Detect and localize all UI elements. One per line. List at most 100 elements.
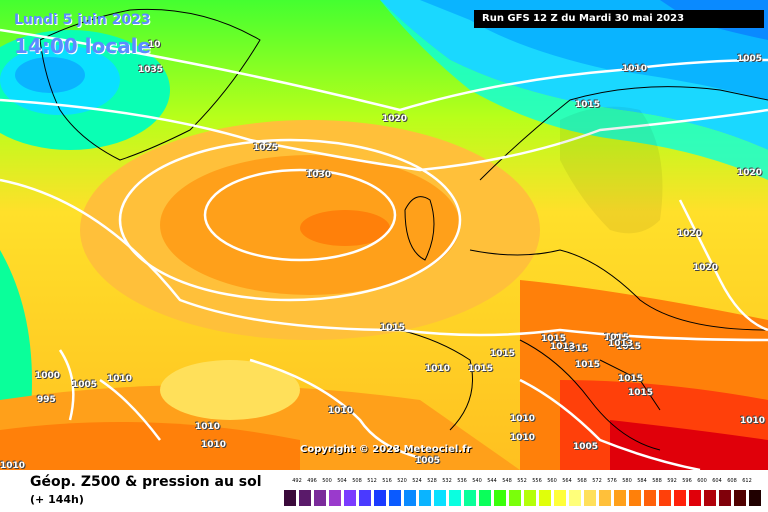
isobar-label: 1020	[737, 168, 763, 178]
isobar-label: 1015	[618, 374, 644, 384]
legend-label: 604	[712, 478, 722, 484]
isobar-label: 1020	[693, 263, 719, 273]
forecast-offset: (+ 144h)	[30, 493, 84, 506]
legend-swatch	[464, 490, 476, 506]
map-canvas	[0, 0, 768, 470]
legend-label: 500	[322, 478, 332, 484]
run-info: Run GFS 12 Z du Mardi 30 mai 2023	[474, 10, 764, 28]
isobar-label: 1015	[490, 349, 516, 359]
isobar-label: 1015	[380, 323, 406, 333]
isobar-label: 1035	[138, 65, 164, 75]
isobar-label: 1010	[201, 440, 227, 450]
legend-label: 508	[352, 478, 362, 484]
legend-swatch	[479, 490, 491, 506]
forecast-date: Lundi 5 juin 2023	[14, 12, 151, 28]
low-sw	[160, 360, 300, 420]
legend-swatch	[584, 490, 596, 506]
legend-label: 528	[427, 478, 437, 484]
isobar-label: 1010	[740, 416, 766, 426]
legend-swatch	[599, 490, 611, 506]
legend-swatch	[494, 490, 506, 506]
legend-swatch	[554, 490, 566, 506]
ridge-core	[300, 210, 390, 246]
legend-label: 596	[682, 478, 692, 484]
legend-swatch	[734, 490, 746, 506]
legend-swatch	[614, 490, 626, 506]
isobar-label: 1010	[510, 433, 536, 443]
legend-label: 496	[307, 478, 317, 484]
legend-swatch	[389, 490, 401, 506]
forecast-time: 14:00 locale	[14, 34, 151, 58]
legend-label: 520	[397, 478, 407, 484]
legend-swatch	[284, 490, 296, 506]
legend-label: 560	[547, 478, 557, 484]
legend-label: 580	[622, 478, 632, 484]
legend-label: 608	[727, 478, 737, 484]
legend-swatch	[749, 490, 761, 506]
isobar-label: 1010	[0, 461, 26, 470]
legend-label: 536	[457, 478, 467, 484]
isobar-label: 1005	[573, 442, 599, 452]
legend-label: 548	[502, 478, 512, 484]
isobar-label: 1015	[575, 360, 601, 370]
coastlines	[39, 8, 768, 451]
isobar-label: 1030	[306, 170, 332, 180]
legend-label: 612	[742, 478, 752, 484]
legend-label: 576	[607, 478, 617, 484]
legend-swatch	[404, 490, 416, 506]
legend-swatch	[359, 490, 371, 506]
legend-label: 552	[517, 478, 527, 484]
legend-label: 504	[337, 478, 347, 484]
legend-swatch	[434, 490, 446, 506]
isobar-label: 1010	[195, 422, 221, 432]
legend-swatch	[449, 490, 461, 506]
isobar-label: 1013	[608, 339, 634, 349]
isobar-label: 1025	[253, 143, 279, 153]
legend-label: 572	[592, 478, 602, 484]
legend-label: 592	[667, 478, 677, 484]
isobar-label: 1005	[72, 380, 98, 390]
isobar-label: 1015	[468, 364, 494, 374]
isobar-label: 1013	[550, 342, 576, 352]
isobar-label: 1010	[622, 64, 648, 74]
legend-label: 532	[442, 478, 452, 484]
copyright: Copyright © 2023 Meteociel.fr	[300, 444, 472, 455]
legend-swatch	[299, 490, 311, 506]
legend-swatch	[689, 490, 701, 506]
legend-label: 540	[472, 478, 482, 484]
cold-pool-center	[15, 57, 85, 93]
legend-swatch	[419, 490, 431, 506]
legend-swatch	[704, 490, 716, 506]
legend-label: 584	[637, 478, 647, 484]
legend-label: 544	[487, 478, 497, 484]
legend-label: 512	[367, 478, 377, 484]
legend-swatch	[719, 490, 731, 506]
legend-swatch	[569, 490, 581, 506]
legend-label: 564	[562, 478, 572, 484]
isobar-label: 10	[148, 40, 161, 50]
legend-label: 556	[532, 478, 542, 484]
isobar-label: 1015	[604, 333, 630, 343]
isobar-label: 1015	[575, 100, 601, 110]
legend-swatch	[659, 490, 671, 506]
legend-label: 588	[652, 478, 662, 484]
isobar-label: 1000	[35, 371, 61, 381]
legend-label: 568	[577, 478, 587, 484]
isobar-label: 1010	[425, 364, 451, 374]
isobar-label: 1015	[616, 342, 642, 352]
legend-label: 524	[412, 478, 422, 484]
isobar-label: 1020	[677, 229, 703, 239]
legend-swatch	[314, 490, 326, 506]
legend-swatch	[524, 490, 536, 506]
legend-label: 600	[697, 478, 707, 484]
legend-swatch	[374, 490, 386, 506]
south-band-deep	[0, 422, 300, 470]
legend-swatch	[509, 490, 521, 506]
legend-swatch	[629, 490, 641, 506]
trough-west	[0, 250, 32, 420]
isobar-label: 1005	[737, 54, 763, 64]
isobar-label: 1015	[563, 344, 589, 354]
legend-swatch	[644, 490, 656, 506]
teal-band	[380, 0, 768, 180]
isobar-label: 1010	[328, 406, 354, 416]
